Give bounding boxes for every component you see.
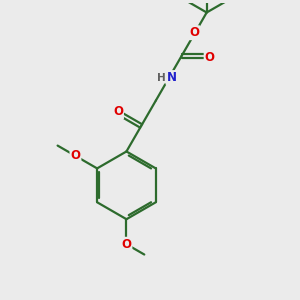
Text: H: H bbox=[157, 73, 165, 82]
Text: O: O bbox=[205, 51, 214, 64]
Text: O: O bbox=[70, 149, 80, 162]
Text: O: O bbox=[113, 106, 123, 118]
Text: O: O bbox=[189, 26, 199, 39]
Text: N: N bbox=[167, 71, 176, 84]
Text: O: O bbox=[122, 238, 131, 251]
